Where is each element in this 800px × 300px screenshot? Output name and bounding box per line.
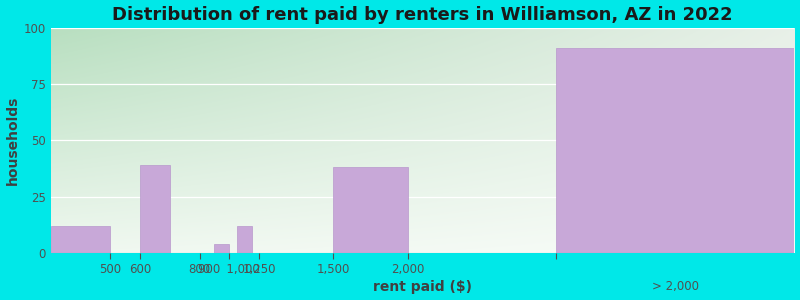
Bar	[214, 244, 230, 253]
Text: > 2,000: > 2,000	[652, 280, 699, 293]
Bar	[51, 226, 110, 253]
Y-axis label: households: households	[6, 96, 19, 185]
Bar	[557, 48, 794, 253]
Bar	[334, 167, 408, 253]
Bar	[140, 165, 170, 253]
Title: Distribution of rent paid by renters in Williamson, AZ in 2022: Distribution of rent paid by renters in …	[112, 6, 733, 24]
Bar	[237, 226, 252, 253]
X-axis label: rent paid ($): rent paid ($)	[373, 280, 472, 294]
